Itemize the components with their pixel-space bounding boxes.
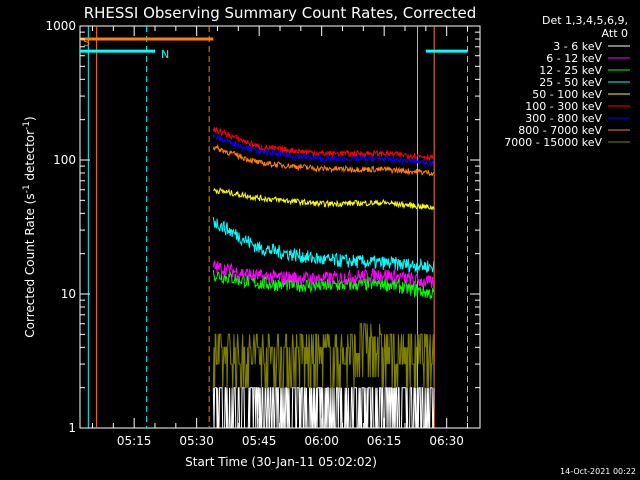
x-tick-label: 05:15 bbox=[117, 434, 152, 448]
x-tick-label: 06:15 bbox=[367, 434, 402, 448]
y-axis-label: Corrected Count Rate (s-1 detector-1) bbox=[22, 116, 37, 337]
flag-label: S bbox=[83, 36, 90, 49]
legend-label: 25 - 50 keV bbox=[539, 76, 602, 89]
legend-label: 50 - 100 keV bbox=[532, 88, 602, 101]
flag-bars: SN bbox=[80, 36, 468, 61]
legend-label: 100 - 300 keV bbox=[525, 100, 602, 113]
series-line-50-100-kev bbox=[212, 187, 435, 211]
series-line-100-300-kev bbox=[212, 127, 435, 162]
y-tick-label: 10 bbox=[61, 287, 76, 301]
y-tick-label: 100 bbox=[53, 153, 76, 167]
x-axis-label: Start Time (30-Jan-11 05:02:02) bbox=[185, 455, 377, 469]
series-line-7000-15000-kev bbox=[212, 323, 435, 389]
y-axis: 1 10 100 1000 bbox=[45, 19, 480, 435]
legend-label: 6 - 12 keV bbox=[546, 52, 602, 65]
series-line-800-7000-kev bbox=[212, 143, 435, 177]
series-line-25-50-kev bbox=[212, 216, 435, 273]
y-tick-label: 1000 bbox=[45, 19, 76, 33]
x-tick-label: 06:30 bbox=[429, 434, 464, 448]
time-markers bbox=[87, 26, 468, 428]
timestamp: 14-Oct-2021 00:22 bbox=[560, 467, 636, 476]
legend-label: 7000 - 15000 keV bbox=[504, 136, 602, 149]
series-line-12-25-kev bbox=[212, 269, 435, 300]
legend-header-line-1: Det 1,3,4,5,6,9, bbox=[542, 14, 628, 27]
legend-label: 12 - 25 keV bbox=[539, 64, 602, 77]
legend-label: 800 - 7000 keV bbox=[518, 124, 602, 137]
x-axis: 05:15 05:30 05:45 06:00 06:15 06:30 bbox=[92, 26, 468, 448]
series-line-3-6-kev bbox=[212, 387, 435, 429]
legend-label: 3 - 6 keV bbox=[553, 40, 602, 53]
x-tick-label: 06:00 bbox=[304, 434, 339, 448]
x-tick-label: 05:45 bbox=[242, 434, 277, 448]
chart-title: RHESSI Observing Summary Count Rates, Co… bbox=[84, 4, 477, 22]
legend-label: 300 - 800 keV bbox=[525, 112, 602, 125]
y-tick-label: 1 bbox=[68, 421, 76, 435]
series-group bbox=[212, 127, 435, 429]
series-line-6-12-kev bbox=[212, 259, 435, 289]
series-line-300-800-kev bbox=[212, 133, 435, 166]
legend-header-line-2: Att 0 bbox=[602, 27, 628, 40]
x-tick-label: 05:30 bbox=[179, 434, 214, 448]
flag-label: N bbox=[161, 48, 169, 61]
